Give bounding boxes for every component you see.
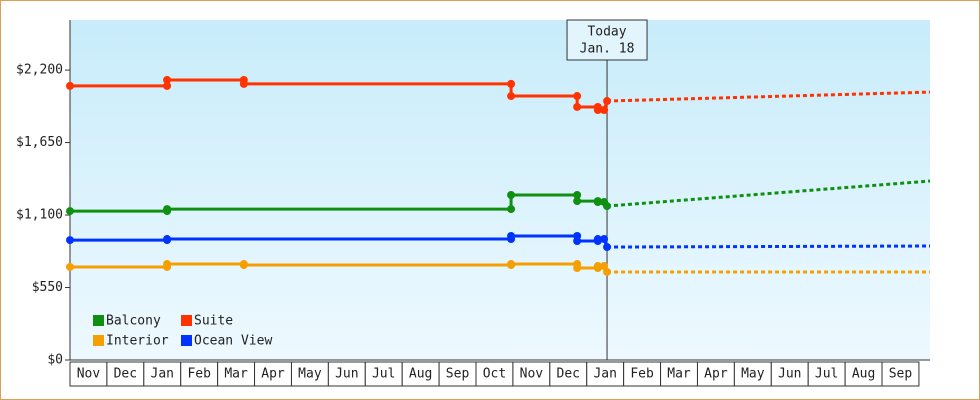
legend-label: Balcony: [106, 314, 161, 329]
price-point: [507, 205, 516, 214]
x-tick-label: Sep: [889, 367, 913, 382]
x-tick-label: Oct: [483, 367, 506, 382]
x-tick-label: Jan: [593, 367, 616, 382]
x-tick-label: Dec: [557, 367, 580, 382]
today-box: [566, 19, 648, 61]
plot-area: [70, 20, 930, 360]
price-point: [163, 81, 172, 90]
x-tick-label: Dec: [114, 367, 137, 382]
price-point: [239, 260, 248, 269]
x-tick-label: May: [741, 367, 765, 382]
price-point: [507, 92, 516, 101]
x-tick-label: Feb: [630, 367, 654, 382]
price-point: [603, 202, 612, 211]
price-point: [600, 106, 609, 115]
x-tick-label: Aug: [409, 367, 432, 382]
x-tick-box: [807, 361, 846, 387]
forecast-line: [606, 90, 931, 103]
price-point: [163, 75, 172, 84]
x-tick-box: [844, 361, 883, 387]
x-tick-box: [881, 361, 920, 387]
price-point: [163, 260, 172, 269]
y-tick-label: $1,650: [16, 135, 63, 150]
x-tick-label: Aug: [852, 367, 875, 382]
price-point: [507, 79, 516, 88]
price-point: [66, 81, 74, 90]
today-label: Today: [587, 25, 626, 40]
x-tick-box: [586, 361, 625, 387]
x-tick-box: [696, 361, 735, 387]
price-point: [593, 235, 602, 244]
legend-label: Suite: [194, 314, 233, 329]
forecast-line: [606, 179, 931, 208]
price-point: [600, 262, 609, 271]
x-tick-label: Apr: [261, 367, 285, 382]
y-tick-label: $550: [32, 280, 63, 295]
x-tick-label: Jan: [151, 367, 174, 382]
x-tick-box: [733, 361, 772, 387]
legend-swatch: [181, 315, 192, 326]
price-point: [163, 205, 172, 214]
forecast-line: [607, 244, 931, 249]
price-point: [66, 236, 74, 245]
price-point: [66, 262, 74, 271]
price-point: [593, 262, 602, 271]
price-point: [573, 92, 582, 101]
price-point: [593, 106, 602, 115]
x-tick-label: Jun: [778, 367, 801, 382]
y-tick-label: $0: [47, 353, 63, 368]
price-point: [573, 102, 582, 111]
price-point: [507, 191, 516, 200]
price-point: [573, 264, 582, 273]
price-point: [600, 235, 609, 244]
x-tick-label: Nov: [77, 367, 101, 382]
x-tick-box: [770, 361, 809, 387]
x-tick-box: [623, 361, 662, 387]
x-tick-label: Nov: [520, 367, 544, 382]
legend-swatch: [93, 315, 104, 326]
x-tick-label: Jul: [372, 367, 395, 382]
price-point: [573, 191, 582, 200]
price-point: [507, 231, 516, 240]
price-point: [239, 79, 248, 88]
legend-swatch: [93, 335, 104, 346]
y-tick-label: $1,100: [16, 208, 63, 223]
price-point: [66, 207, 74, 216]
price-point: [573, 197, 582, 206]
x-tick-box: [327, 361, 366, 387]
x-tick-label: Jun: [335, 367, 358, 382]
x-tick-label: Mar: [667, 367, 691, 382]
today-label: Jan. 18: [580, 42, 635, 57]
x-tick-box: [401, 361, 440, 387]
x-tick-box: [106, 361, 145, 387]
x-tick-label: Sep: [446, 367, 470, 382]
legend-swatch: [181, 335, 192, 346]
x-tick-box: [143, 361, 182, 387]
y-tick-label: $2,200: [16, 63, 63, 78]
price-point: [593, 197, 602, 206]
x-tick-label: Mar: [224, 367, 248, 382]
price-point: [573, 237, 582, 245]
x-tick-box: [180, 361, 219, 387]
price-point: [603, 243, 612, 252]
x-tick-label: Jul: [815, 367, 838, 382]
x-tick-box: [475, 361, 514, 387]
x-tick-box: [512, 361, 551, 387]
price-point: [507, 260, 516, 269]
price-point: [163, 235, 172, 244]
x-tick-label: Feb: [187, 367, 211, 382]
price-point: [603, 97, 612, 106]
legend-label: Ocean View: [194, 334, 272, 349]
x-tick-label: Apr: [704, 367, 728, 382]
price-point: [603, 267, 612, 276]
x-tick-box: [217, 361, 256, 387]
x-tick-label: May: [298, 367, 322, 382]
legend-label: Interior: [106, 334, 169, 349]
x-tick-box: [69, 361, 108, 387]
